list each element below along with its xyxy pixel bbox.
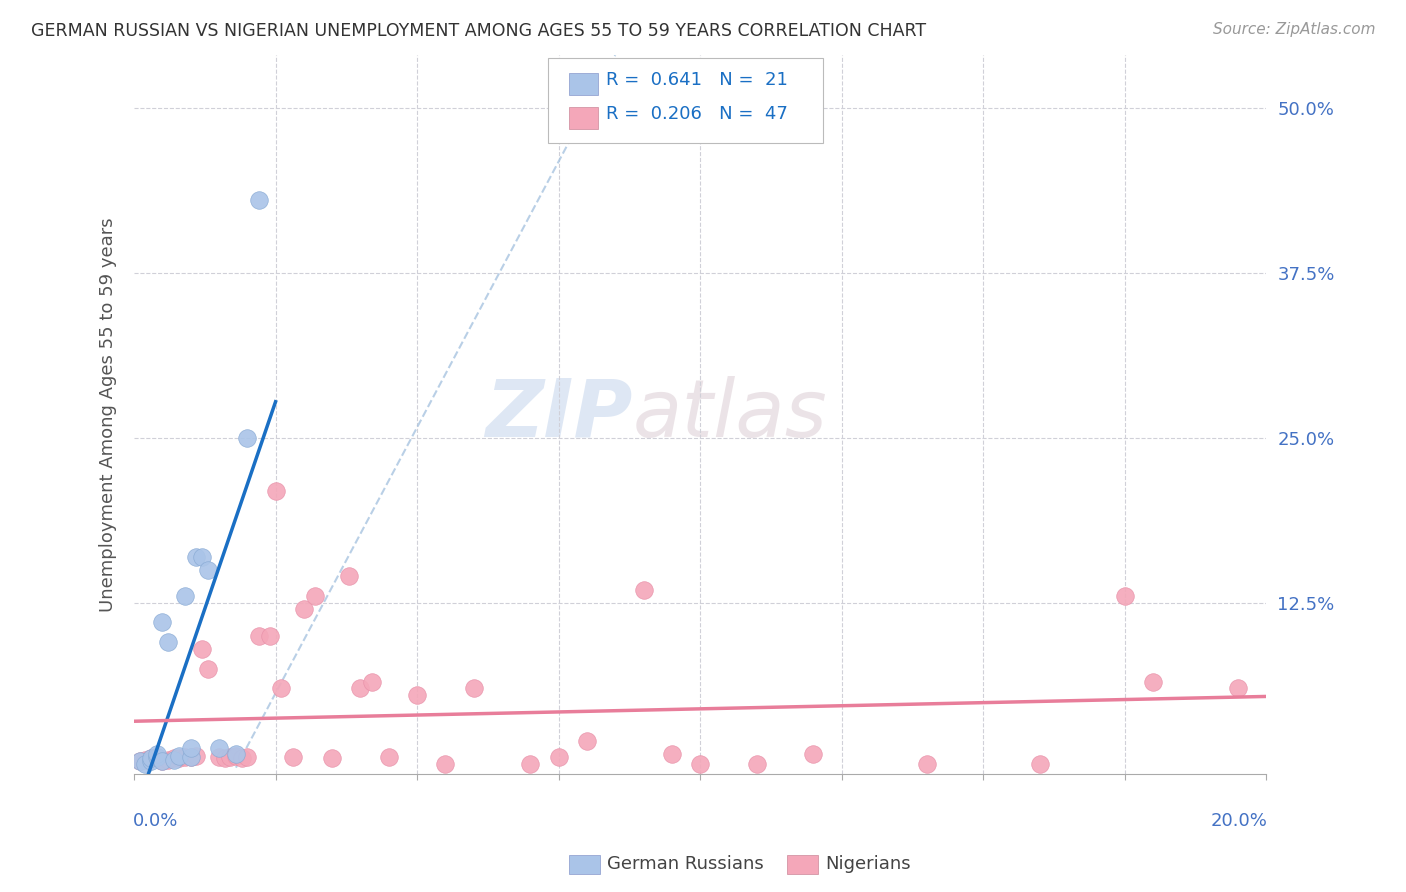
Point [156, 635, 179, 649]
Point [169, 748, 191, 763]
Point [259, 629, 281, 643]
Point [915, 756, 938, 771]
Text: 0.0%: 0.0% [134, 812, 179, 830]
Point [139, 751, 162, 765]
Point [349, 681, 371, 696]
Text: Source: ZipAtlas.com: Source: ZipAtlas.com [1212, 22, 1375, 37]
Point [208, 750, 231, 764]
Point [247, 629, 270, 643]
Point [406, 688, 429, 702]
Point [264, 483, 287, 498]
Text: German Russians: German Russians [607, 855, 763, 873]
Point [321, 751, 343, 765]
Point [139, 751, 162, 765]
Point [163, 751, 186, 765]
Point [519, 756, 541, 771]
Text: atlas: atlas [633, 376, 827, 454]
Point [145, 747, 167, 762]
Point [745, 756, 768, 771]
Text: 20.0%: 20.0% [1211, 812, 1267, 830]
Point [134, 756, 156, 771]
Point [378, 750, 401, 764]
Text: ZIP: ZIP [485, 376, 633, 454]
Y-axis label: Unemployment Among Ages 55 to 59 years: Unemployment Among Ages 55 to 59 years [100, 218, 117, 612]
Point [219, 750, 242, 764]
Point [1226, 681, 1249, 696]
Point [180, 750, 202, 764]
Point [174, 589, 197, 603]
Point [139, 754, 162, 768]
Point [186, 748, 208, 763]
Point [236, 431, 259, 445]
Point [191, 641, 214, 656]
Point [197, 563, 219, 577]
Point [134, 753, 156, 767]
Point [661, 747, 683, 762]
Point [145, 750, 167, 764]
Text: Nigerians: Nigerians [825, 855, 911, 873]
Point [292, 602, 315, 616]
Point [156, 753, 179, 767]
Point [236, 750, 259, 764]
Point [803, 747, 825, 762]
Point [360, 674, 382, 689]
Point [1114, 589, 1136, 603]
Point [214, 751, 236, 765]
Point [150, 754, 173, 768]
Point [463, 681, 485, 696]
Point [163, 753, 186, 767]
Point [304, 589, 326, 603]
Point [145, 750, 167, 764]
Point [689, 756, 711, 771]
Point [225, 748, 247, 763]
Point [180, 750, 202, 764]
Point [575, 734, 598, 748]
Point [270, 681, 292, 696]
Point [547, 750, 569, 764]
Point [169, 751, 191, 765]
Point [197, 662, 219, 676]
Point [191, 549, 214, 564]
Point [337, 569, 360, 583]
Point [128, 754, 150, 768]
Point [174, 750, 197, 764]
Point [150, 615, 173, 630]
Point [231, 751, 253, 765]
Point [180, 740, 202, 755]
Point [1029, 756, 1052, 771]
Point [150, 754, 173, 768]
Point [128, 754, 150, 768]
Text: GERMAN RUSSIAN VS NIGERIAN UNEMPLOYMENT AMONG AGES 55 TO 59 YEARS CORRELATION CH: GERMAN RUSSIAN VS NIGERIAN UNEMPLOYMENT … [31, 22, 927, 40]
Text: R =  0.641   N =  21: R = 0.641 N = 21 [606, 71, 787, 89]
Point [281, 750, 304, 764]
Point [434, 756, 457, 771]
Point [208, 740, 231, 755]
Point [633, 582, 655, 597]
Point [186, 549, 208, 564]
Point [247, 194, 270, 208]
Text: R =  0.206   N =  47: R = 0.206 N = 47 [606, 105, 787, 123]
Point [1142, 674, 1164, 689]
Point [225, 747, 247, 762]
